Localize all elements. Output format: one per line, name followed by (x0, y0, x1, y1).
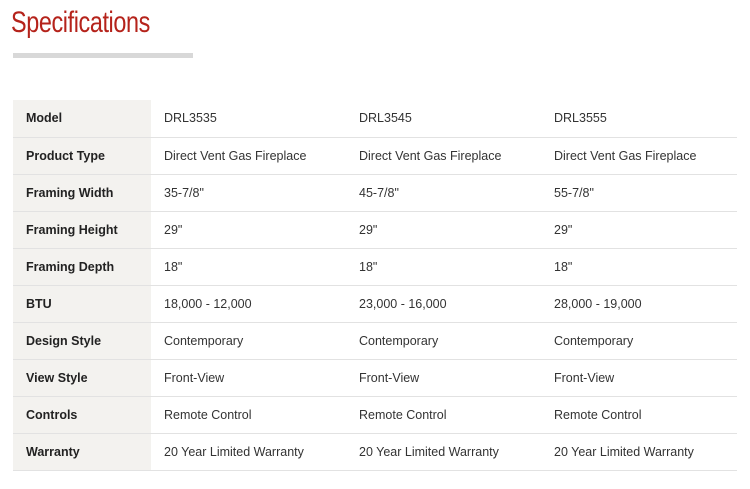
spec-value: 20 Year Limited Warranty (151, 432, 346, 471)
table-row: Controls Remote Control Remote Control R… (13, 395, 737, 433)
spec-value: 28,000 - 19,000 (541, 284, 737, 322)
table-row: Warranty 20 Year Limited Warranty 20 Yea… (13, 432, 737, 471)
spec-value: Contemporary (541, 321, 737, 359)
table-row: Design Style Contemporary Contemporary C… (13, 321, 737, 359)
title-underline (13, 53, 193, 58)
spec-label: View Style (13, 358, 151, 396)
table-row: Model DRL3535 DRL3545 DRL3555 (13, 100, 737, 137)
spec-value: 18" (346, 247, 541, 285)
spec-label: Warranty (13, 432, 151, 471)
spec-value: 18,000 - 12,000 (151, 284, 346, 322)
spec-value: Direct Vent Gas Fireplace (541, 136, 737, 174)
spec-label: Design Style (13, 321, 151, 359)
spec-value: 29" (541, 210, 737, 248)
spec-value: Front-View (151, 358, 346, 396)
spec-value: DRL3545 (359, 111, 412, 126)
spec-value: DRL3555 (554, 111, 607, 126)
specifications-table: Model DRL3535 DRL3545 DRL3555 Product Ty… (13, 100, 737, 471)
spec-label: Framing Depth (13, 247, 151, 285)
spec-value: 35-7/8" (151, 173, 346, 211)
spec-label: Framing Height (13, 210, 151, 248)
spec-label: BTU (13, 284, 151, 322)
spec-value: 55-7/8" (541, 173, 737, 211)
table-row: Framing Height 29" 29" 29" (13, 210, 737, 248)
spec-value: 20 Year Limited Warranty (346, 432, 541, 471)
spec-value: 23,000 - 16,000 (346, 284, 541, 322)
table-row: Framing Depth 18" 18" 18" (13, 247, 737, 285)
spec-label: Controls (13, 395, 151, 433)
spec-value: Contemporary (346, 321, 541, 359)
spec-value: Direct Vent Gas Fireplace (346, 136, 541, 174)
spec-value: 29" (346, 210, 541, 248)
spec-value: DRL3535 (164, 111, 217, 126)
spec-value: Contemporary (151, 321, 346, 359)
spec-value: Direct Vent Gas Fireplace (151, 136, 346, 174)
table-row: BTU 18,000 - 12,000 23,000 - 16,000 28,0… (13, 284, 737, 322)
spec-value: 20 Year Limited Warranty (541, 432, 737, 471)
table-row: View Style Front-View Front-View Front-V… (13, 358, 737, 396)
spec-value: 29" (151, 210, 346, 248)
spec-value: Remote Control (541, 395, 737, 433)
spec-value: Remote Control (151, 395, 346, 433)
spec-value: 18" (151, 247, 346, 285)
spec-label: Model (13, 100, 151, 137)
spec-label: Framing Width (13, 173, 151, 211)
table-row: Product Type Direct Vent Gas Fireplace D… (13, 136, 737, 174)
table-row: Framing Width 35-7/8" 45-7/8" 55-7/8" (13, 173, 737, 211)
spec-value: Front-View (541, 358, 737, 396)
page-title: Specifications (11, 6, 150, 39)
spec-label: Product Type (13, 136, 151, 174)
spec-value: 45-7/8" (346, 173, 541, 211)
spec-value: Front-View (346, 358, 541, 396)
spec-value: 18" (541, 247, 737, 285)
spec-value: Remote Control (346, 395, 541, 433)
